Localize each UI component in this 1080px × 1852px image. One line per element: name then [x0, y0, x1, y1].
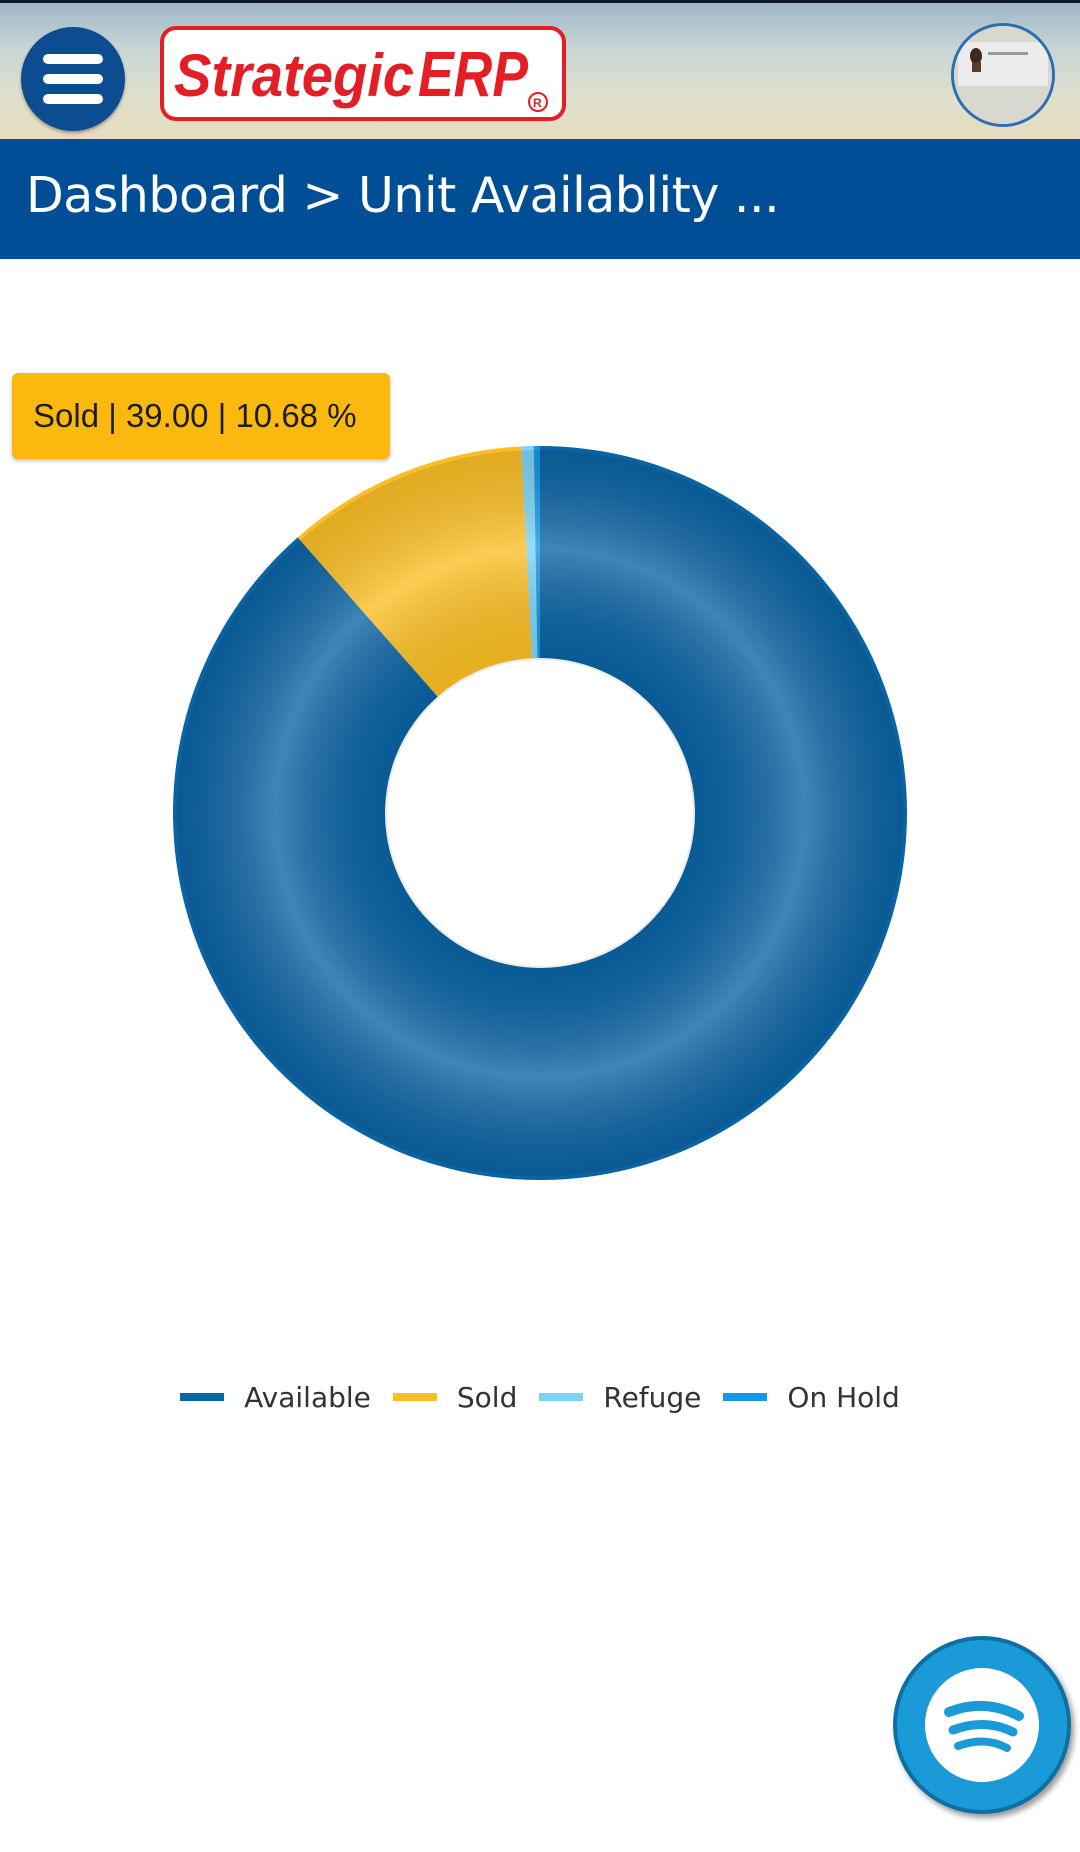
strategic-erp-logo[interactable]: Strategic ERP R	[160, 26, 566, 121]
breadcrumb[interactable]: Dashboard > Unit Availablity ...	[26, 167, 780, 224]
spotify-icon-background	[925, 1668, 1039, 1782]
app-header: Strategic ERP R	[0, 0, 1080, 139]
logo-text-strategic: Strategic	[174, 42, 414, 109]
user-avatar[interactable]	[951, 23, 1055, 127]
legend-swatch	[392, 1393, 437, 1401]
registered-mark-icon	[528, 92, 548, 112]
legend-label: Sold	[456, 1380, 518, 1414]
menu-bar-icon	[43, 94, 103, 104]
menu-bar-icon	[43, 54, 103, 64]
legend-label: Refuge	[603, 1380, 702, 1414]
legend-item-on-hold[interactable]: On Hold	[723, 1380, 900, 1414]
chart-tooltip: Sold | 39.00 | 10.68 %	[12, 373, 390, 459]
menu-bar-icon	[43, 74, 103, 84]
avatar-photo-icon	[954, 26, 1052, 124]
legend-item-refuge[interactable]: Refuge	[539, 1381, 701, 1414]
registered-mark-letter: R	[533, 96, 542, 110]
spotify-icon	[944, 1700, 1024, 1752]
chart-legend: Available Sold Refuge On Hold	[0, 1375, 1080, 1419]
legend-label: On Hold	[787, 1380, 900, 1414]
legend-label: Available	[244, 1380, 371, 1414]
hamburger-menu-button[interactable]	[21, 27, 125, 131]
breadcrumb-bar: Dashboard > Unit Availablity ...	[0, 139, 1080, 259]
legend-swatch	[723, 1393, 768, 1401]
tooltip-text: Sold | 39.00 | 10.68 %	[33, 397, 357, 434]
legend-swatch	[180, 1393, 225, 1401]
legend-swatch	[539, 1393, 584, 1401]
spotify-fab-button[interactable]	[893, 1636, 1071, 1814]
logo-text-erp: ERP	[418, 38, 528, 110]
legend-item-available[interactable]: Available	[180, 1381, 371, 1414]
legend-item-sold[interactable]: Sold	[392, 1380, 518, 1414]
